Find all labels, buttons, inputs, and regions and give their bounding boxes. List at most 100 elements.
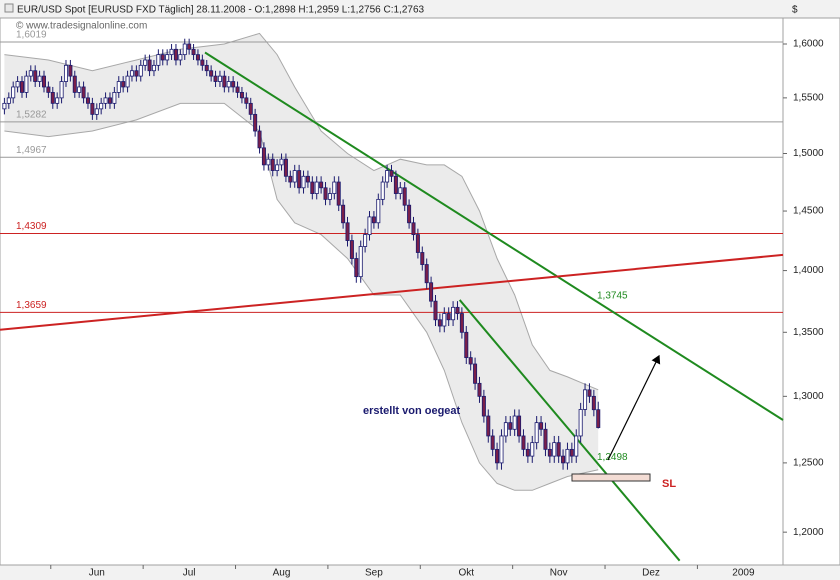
candle-body (222, 75, 227, 88)
level-label: 1,3659 (16, 300, 47, 311)
candle-body (46, 86, 51, 93)
author-note: erstellt von oegeat (363, 405, 461, 417)
candle-body (583, 389, 588, 410)
candle-body (279, 158, 284, 166)
level-label: 1,4967 (16, 145, 47, 156)
candle-body (371, 216, 376, 224)
candle-body (270, 158, 275, 171)
candle-body (565, 448, 570, 464)
candle-body (473, 363, 478, 384)
candle-body (530, 442, 535, 457)
candle-body (358, 246, 363, 278)
candle-body (63, 64, 68, 82)
candle-body (314, 181, 319, 194)
candle-body (85, 97, 90, 104)
candle-body (41, 75, 46, 88)
y-tick-label: 1,2500 (793, 458, 824, 469)
candle-body (169, 48, 174, 56)
candle-body (195, 54, 200, 61)
candle-body (261, 147, 266, 166)
candle-body (266, 158, 271, 166)
candle-body (28, 70, 33, 77)
candle-body (178, 54, 183, 61)
candle-body (239, 92, 244, 99)
candle-body (517, 415, 522, 437)
candle-body (68, 64, 73, 77)
candle-body (481, 395, 486, 417)
candle-body (525, 448, 530, 457)
candle-body (94, 108, 99, 115)
candle-body (297, 170, 302, 189)
candle-body (226, 81, 231, 88)
x-tick-label: Dez (642, 568, 660, 579)
candle-body (182, 43, 187, 56)
y-tick-label: 1,5500 (793, 93, 824, 104)
candle-body (59, 81, 64, 99)
candle-body (323, 187, 328, 200)
candle-body (508, 422, 513, 430)
x-tick-label: Sep (365, 568, 383, 579)
candle-body (376, 198, 381, 224)
candle-body (19, 81, 24, 93)
candle-body (134, 70, 139, 77)
candle-body (121, 81, 126, 88)
candle-body (257, 130, 262, 149)
candle-body (446, 313, 451, 321)
candle-body (341, 204, 346, 224)
band-upper (4, 32, 599, 391)
candle-body (574, 435, 579, 457)
candle-body (367, 216, 372, 236)
candle-body (81, 86, 86, 99)
candle-body (499, 435, 504, 464)
candle-body (125, 75, 130, 88)
candle-body (129, 70, 134, 77)
candle-body (363, 234, 368, 247)
window-icon (4, 3, 14, 13)
candle-body (15, 81, 20, 88)
candle-body (90, 102, 95, 115)
trendline (458, 299, 681, 562)
watermark: © www.tradesignalonline.com (16, 21, 147, 32)
candle-body (275, 164, 280, 171)
candle-body (393, 175, 398, 194)
candle-body (301, 175, 306, 189)
candle-body (283, 158, 288, 177)
candle-body (569, 448, 574, 457)
candle-body (138, 64, 143, 77)
y-unit: $ (792, 5, 798, 16)
candle-body (160, 54, 165, 61)
candle-body (429, 282, 434, 302)
candle-body (248, 102, 253, 115)
x-tick-label: Aug (273, 568, 291, 579)
y-tick-label: 1,4000 (793, 265, 824, 276)
y-tick-label: 1,6000 (793, 39, 824, 50)
plot-layer: 1,2000 1,2500 1,3000 1,3500 1,4000 1,4500 1,50… (0, 30, 824, 579)
x-tick-label: Jun (89, 568, 105, 579)
candle-body (327, 193, 332, 200)
stop-loss-label: SL (662, 478, 676, 490)
candle-body (143, 59, 148, 66)
candle-body (37, 75, 42, 82)
trendline-label: 1,3745 (597, 290, 628, 301)
candle-body (209, 70, 214, 77)
candle-body (468, 357, 473, 365)
candle-body (319, 181, 324, 189)
candle-body (539, 422, 544, 430)
candle-body (437, 319, 442, 327)
candle-body (503, 422, 508, 437)
candle-body (349, 240, 354, 259)
candle-body (11, 86, 16, 99)
candle-body (72, 75, 77, 93)
candle-body (345, 222, 350, 241)
candle-body (310, 181, 315, 194)
candle-body (231, 81, 236, 88)
candle-body (50, 92, 55, 104)
y-tick-label: 1,4500 (793, 206, 824, 217)
candle-body (543, 428, 548, 450)
candle-body (213, 75, 218, 82)
candle-body (147, 59, 152, 72)
candle-body (24, 75, 29, 93)
y-tick-label: 1,3000 (793, 391, 824, 402)
candle-body (407, 204, 412, 224)
candle-body (235, 86, 240, 93)
